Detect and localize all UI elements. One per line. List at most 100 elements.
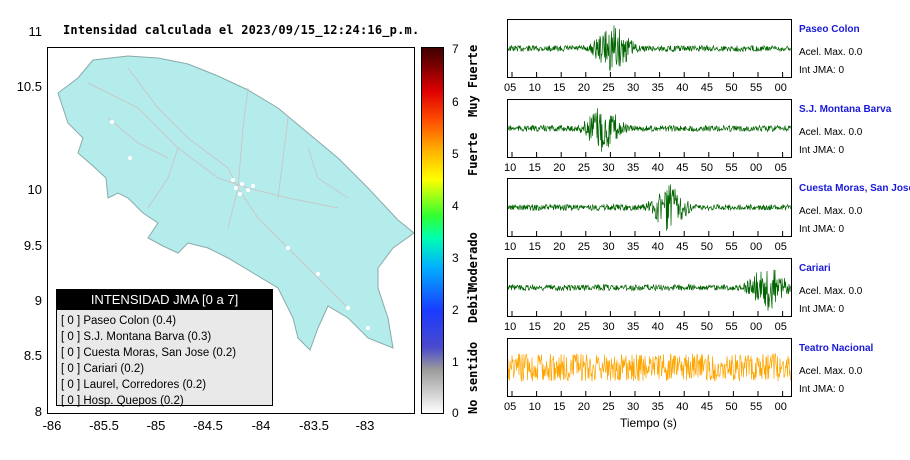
map-y-tick: 8 bbox=[34, 404, 42, 419]
waveform-time-tick: 35 bbox=[651, 401, 664, 413]
map-x-tick: -83.5 bbox=[299, 418, 329, 433]
waveform-trace bbox=[507, 269, 791, 316]
waveform-time-tick: 00 bbox=[750, 241, 763, 253]
station-name[interactable]: Cariari bbox=[799, 263, 831, 274]
waveform-time-tick: 20 bbox=[577, 82, 591, 94]
colorbar-label-debil: Debil bbox=[466, 286, 480, 323]
waveform-time-tick: 05 bbox=[774, 321, 787, 333]
waveform-time-tick: 35 bbox=[627, 162, 640, 174]
waveform-time-tick: 45 bbox=[676, 162, 689, 174]
waveform-time-tick: 15 bbox=[553, 82, 566, 94]
waveform-time-tick: 00 bbox=[750, 321, 763, 333]
waveform-time-tick: 10 bbox=[504, 162, 517, 174]
waveform-time-tick: 20 bbox=[553, 241, 566, 253]
intensity-colorbar bbox=[421, 47, 444, 414]
waveform-time-tick: 00 bbox=[774, 82, 787, 94]
waveform-time-tick: 15 bbox=[528, 241, 541, 253]
waveform-time-tick: 50 bbox=[725, 82, 738, 94]
waveform-time-tick: 45 bbox=[700, 82, 714, 94]
waveform-time-tick: 50 bbox=[700, 321, 714, 333]
legend-item: [ 0 ] Laurel, Corredores (0.2) bbox=[61, 379, 207, 391]
waveform-time-tick: 15 bbox=[553, 401, 566, 413]
waveform-time-tick: 30 bbox=[627, 82, 640, 94]
station-max-accel: Acel. Max. 0.0 bbox=[799, 47, 863, 58]
waveform-time-tick: 35 bbox=[627, 321, 640, 333]
waveform-panel[interactable] bbox=[507, 338, 792, 397]
waveform-time-tick: 25 bbox=[577, 162, 591, 174]
map-x-tick: -84.5 bbox=[193, 418, 223, 433]
map-x-tick: -86 bbox=[42, 418, 62, 433]
map-title: Intensidad calculada el 2023/09/15_12:24… bbox=[63, 23, 420, 37]
waveform-time-tick: 20 bbox=[553, 162, 566, 174]
waveform-time-tick: 30 bbox=[627, 401, 640, 413]
station-jma-intensity: Int JMA: 0 bbox=[799, 224, 845, 235]
station-name[interactable]: Paseo Colon bbox=[799, 24, 860, 35]
waveform-time-tick: 25 bbox=[602, 82, 615, 94]
waveform-time-tick: 25 bbox=[602, 401, 615, 413]
colorbar-tick: 2 bbox=[452, 303, 459, 317]
colorbar-tick: 6 bbox=[452, 95, 459, 109]
station-name[interactable]: S.J. Montana Barva bbox=[799, 104, 892, 115]
map-y-tick: 9.5 bbox=[23, 238, 42, 253]
legend-item: [ 0 ] Paseo Colon (0.4) bbox=[61, 315, 177, 327]
waveform-time-tick: 50 bbox=[725, 401, 738, 413]
station-max-accel: Acel. Max. 0.0 bbox=[799, 206, 863, 217]
waveform-time-tick: 10 bbox=[504, 321, 517, 333]
waveform-trace bbox=[507, 25, 791, 77]
map-y-tick: 10 bbox=[27, 182, 42, 197]
colorbar-label-muy-fuerte: Muy Fuerte bbox=[466, 44, 480, 117]
station-max-accel: Acel. Max. 0.0 bbox=[799, 127, 863, 138]
waveform-time-tick: 35 bbox=[651, 82, 664, 94]
waveform-time-tick: 45 bbox=[700, 401, 714, 413]
waveform-time-tick: 05 bbox=[504, 82, 517, 94]
legend-item: [ 0 ] Hosp. Quepos (0.2) bbox=[61, 395, 184, 407]
map-y-tick: 8.5 bbox=[23, 348, 42, 363]
waveform-trace bbox=[507, 184, 791, 236]
waveform-trace bbox=[507, 352, 791, 396]
waveform-time-tick: 40 bbox=[651, 162, 664, 174]
legend-title: INTENSIDAD JMA [0 a 7] bbox=[57, 290, 272, 310]
waveform-time-tick: 55 bbox=[725, 321, 738, 333]
waveform-time-tick: 50 bbox=[700, 241, 714, 253]
waveform-panel[interactable] bbox=[507, 258, 792, 317]
waveform-time-tick: 55 bbox=[725, 162, 738, 174]
map-x-tick: -83 bbox=[355, 418, 375, 433]
waveform-time-tick: 10 bbox=[528, 82, 541, 94]
waveform-panel[interactable] bbox=[507, 178, 792, 237]
waveform-time-tick: 55 bbox=[750, 82, 763, 94]
station-max-accel: Acel. Max. 0.0 bbox=[799, 286, 863, 297]
waveform-time-tick: 10 bbox=[528, 401, 541, 413]
waveform-time-tick: 30 bbox=[602, 321, 615, 333]
colorbar-label-no-sentido: No sentido bbox=[466, 341, 480, 414]
colorbar-tick: 5 bbox=[452, 147, 459, 161]
station-markers bbox=[110, 120, 370, 330]
waveform-panel[interactable] bbox=[507, 99, 792, 158]
legend-item: [ 0 ] Cariari (0.2) bbox=[61, 363, 145, 375]
map-x-tick: -84 bbox=[251, 418, 271, 433]
waveform-panel[interactable] bbox=[507, 19, 792, 78]
map-y-tick: 9 bbox=[34, 293, 42, 308]
station-jma-intensity: Int JMA: 0 bbox=[799, 65, 845, 76]
colorbar-tick: 0 bbox=[452, 406, 459, 420]
time-axis-label: Tiempo (s) bbox=[620, 416, 677, 430]
waveform-time-tick: 05 bbox=[504, 401, 517, 413]
waveform-time-tick: 25 bbox=[577, 241, 591, 253]
station-name[interactable]: Teatro Nacional bbox=[799, 343, 874, 354]
waveform-time-tick: 40 bbox=[676, 401, 689, 413]
waveform-time-tick: 20 bbox=[553, 321, 566, 333]
station-name[interactable]: Cuesta Moras, San Jose bbox=[799, 183, 910, 194]
station-jma-intensity: Int JMA: 0 bbox=[799, 384, 845, 395]
waveform-time-tick: 45 bbox=[676, 241, 689, 253]
station-jma-intensity: Int JMA: 0 bbox=[799, 145, 845, 156]
colorbar-tick: 7 bbox=[452, 42, 459, 56]
legend-item: [ 0 ] Cuesta Moras, San Jose (0.2) bbox=[61, 347, 237, 359]
costa-rica-land bbox=[57, 55, 415, 351]
colorbar-tick: 4 bbox=[452, 199, 459, 213]
waveform-time-tick: 30 bbox=[602, 241, 615, 253]
waveform-time-tick: 15 bbox=[528, 162, 541, 174]
waveform-time-tick: 00 bbox=[774, 401, 787, 413]
waveform-time-tick: 40 bbox=[651, 321, 664, 333]
colorbar-label-moderado: Moderado bbox=[466, 232, 480, 290]
map-y-tick: 11 bbox=[28, 24, 43, 39]
costa-rica-map bbox=[57, 55, 415, 351]
